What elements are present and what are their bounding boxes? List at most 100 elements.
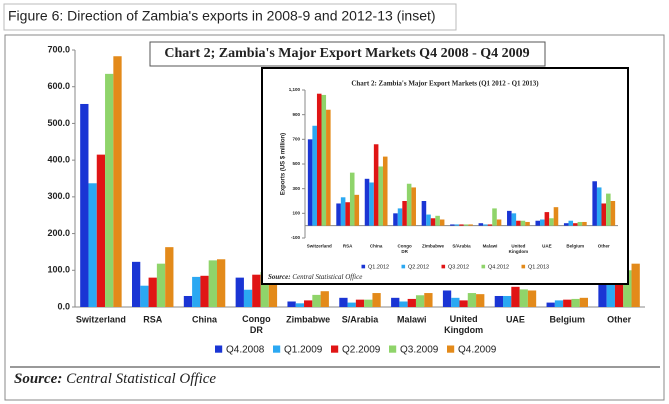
- x-tick-label: Congo DR: [242, 314, 271, 335]
- bar: [354, 194, 360, 226]
- y-tick-label: 700.0: [47, 44, 70, 54]
- inset-title: Chart 2: Zambia's Major Export Markets (…: [351, 80, 539, 88]
- bar: [596, 187, 602, 226]
- bar: [304, 300, 313, 307]
- bar: [345, 202, 350, 226]
- y-tick-label: 500: [292, 161, 300, 166]
- bar: [535, 220, 541, 226]
- bar: [80, 103, 89, 307]
- bar: [243, 289, 253, 307]
- y-tick-label: 100: [292, 211, 300, 216]
- bar: [382, 156, 388, 226]
- y-tick-label: 300.0: [47, 191, 70, 201]
- source-text: Central Statistical Office: [66, 371, 216, 387]
- y-tick-label: 200.0: [47, 228, 70, 238]
- bar: [614, 277, 624, 307]
- legend-label: Q4.2012: [488, 264, 509, 270]
- x-tick-label: United Kingdom: [444, 314, 483, 335]
- bar: [200, 275, 209, 307]
- x-tick-label: S/Arabia: [342, 314, 380, 324]
- y-tick-label: -100: [291, 235, 301, 240]
- bar: [478, 223, 484, 226]
- caption-box: [3, 3, 457, 31]
- bar: [631, 263, 640, 307]
- bar: [307, 139, 313, 226]
- bar: [454, 224, 460, 226]
- y-tick-label: 900: [292, 112, 300, 117]
- bar: [563, 299, 572, 307]
- bar: [140, 285, 149, 307]
- bar: [426, 214, 431, 226]
- bar: [208, 260, 217, 307]
- bar: [372, 293, 381, 307]
- bar: [424, 293, 433, 307]
- bar: [411, 187, 416, 226]
- bar: [339, 297, 348, 307]
- source-label: Source:: [14, 371, 62, 387]
- x-tick-label: Switzerland: [307, 244, 332, 249]
- main-chart: 0.0 100.0 200.0 300.0 400.0 500.0 600.0 700.0 Sw…: [47, 44, 645, 356]
- bar: [113, 56, 122, 308]
- x-tick-label: Other: [598, 244, 610, 249]
- bar: [519, 289, 528, 307]
- x-tick-label: Congo DR: [397, 244, 411, 254]
- x-tick-label: China: [370, 244, 383, 249]
- bar: [601, 203, 607, 226]
- legend-label: Q2.2012: [408, 264, 429, 270]
- x-tick-label: Switzerland: [76, 314, 126, 324]
- legend-label: Q3.2012: [448, 264, 469, 270]
- bar: [391, 297, 400, 307]
- bar: [623, 270, 632, 307]
- inset-chart: -100 100 300 500 700 900 1,100 Switzerland RSA Ch…: [289, 87, 618, 270]
- bar: [349, 172, 355, 226]
- bar: [406, 183, 412, 226]
- x-tick-label: Malawi: [397, 314, 427, 324]
- bar: [598, 270, 607, 307]
- x-tick-label: Malawi: [483, 244, 498, 249]
- x-tick-label: Belgium: [550, 314, 586, 324]
- bar: [430, 218, 436, 226]
- legend-label: Q4.2009: [458, 345, 497, 356]
- bar: [592, 181, 597, 226]
- bar: [610, 201, 616, 226]
- bar: [165, 247, 174, 307]
- main-title: Chart 2; Zambia's Major Export Markets Q…: [164, 46, 529, 61]
- legend-swatch: [389, 345, 397, 353]
- bar: [421, 201, 427, 226]
- main-title-box: [149, 41, 546, 67]
- bar: [467, 293, 477, 307]
- bar: [511, 213, 517, 226]
- bar: [459, 300, 468, 307]
- bar: [507, 210, 512, 226]
- y-tick-label: 0.0: [57, 301, 70, 311]
- x-tick-label: Other: [607, 314, 632, 324]
- bar: [450, 224, 455, 226]
- bar: [573, 223, 578, 226]
- legend-label: Q1.2009: [284, 345, 323, 356]
- bar: [402, 201, 407, 226]
- inset-source-label: Source:: [268, 273, 291, 281]
- x-tick-label: Zimbabwe: [422, 244, 445, 249]
- bar: [369, 182, 374, 226]
- x-tick-label: Belgium: [566, 244, 584, 249]
- bar: [563, 223, 569, 226]
- bar: [606, 193, 611, 226]
- bar: [606, 273, 615, 307]
- y-tick-label: 700: [292, 137, 300, 142]
- bar: [554, 300, 564, 307]
- bar: [540, 219, 545, 226]
- bar: [442, 290, 452, 307]
- y-tick-label: 1,100: [289, 87, 301, 92]
- bar: [336, 203, 341, 226]
- bar: [312, 125, 317, 226]
- bar: [373, 144, 379, 226]
- legend-label: Q1.2012: [368, 264, 389, 270]
- y-tick-label: 100.0: [47, 265, 70, 275]
- bar: [494, 295, 504, 307]
- y-tick-label: 300: [292, 186, 300, 191]
- bar: [577, 221, 583, 226]
- x-tick-label: China: [192, 314, 218, 324]
- inset-source: Source: Central Statistical Office: [268, 273, 362, 281]
- bar: [511, 286, 520, 307]
- x-tick-label: RSA: [343, 244, 353, 249]
